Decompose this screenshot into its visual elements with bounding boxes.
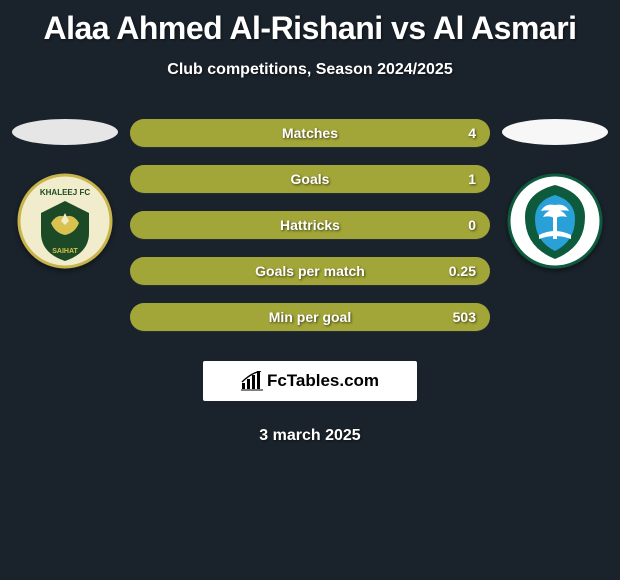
stat-bar: Goals per match 0.25 — [130, 257, 490, 285]
left-team-col: KHALEEJ FC SAIHAT — [10, 119, 120, 269]
stat-label: Hattricks — [280, 217, 340, 233]
left-team-logo: KHALEEJ FC SAIHAT — [17, 173, 113, 269]
stat-label: Goals per match — [255, 263, 365, 279]
stat-label: Matches — [282, 125, 338, 141]
page-title: Alaa Ahmed Al-Rishani vs Al Asmari — [0, 0, 620, 47]
palm-shield-icon — [507, 173, 603, 269]
bar-chart-icon — [241, 371, 263, 391]
subtitle: Club competitions, Season 2024/2025 — [0, 61, 620, 79]
stat-value-right: 0 — [468, 217, 476, 233]
stat-label: Min per goal — [269, 309, 351, 325]
brand-label: FcTables.com — [267, 371, 379, 391]
left-halo — [12, 119, 118, 145]
comparison-row: KHALEEJ FC SAIHAT Matches 4 Goals 1 Hattrick… — [0, 119, 620, 331]
svg-text:KHALEEJ FC: KHALEEJ FC — [40, 188, 90, 197]
stat-bar: Hattricks 0 — [130, 211, 490, 239]
stat-bar: Min per goal 503 — [130, 303, 490, 331]
stat-label: Goals — [291, 171, 330, 187]
date-label: 3 march 2025 — [0, 427, 620, 445]
right-halo — [502, 119, 608, 145]
right-team-logo — [507, 173, 603, 269]
stat-value-right: 503 — [453, 309, 476, 325]
stats-column: Matches 4 Goals 1 Hattricks 0 Goals per match 0… — [130, 119, 490, 331]
svg-text:SAIHAT: SAIHAT — [52, 248, 78, 255]
stat-value-right: 0.25 — [449, 263, 476, 279]
stat-bar: Matches 4 — [130, 119, 490, 147]
stat-value-right: 1 — [468, 171, 476, 187]
right-team-col — [500, 119, 610, 269]
eagle-shield-icon: KHALEEJ FC SAIHAT — [17, 173, 113, 269]
stat-value-right: 4 — [468, 125, 476, 141]
stat-bar: Goals 1 — [130, 165, 490, 193]
brand-box: FcTables.com — [203, 361, 417, 401]
